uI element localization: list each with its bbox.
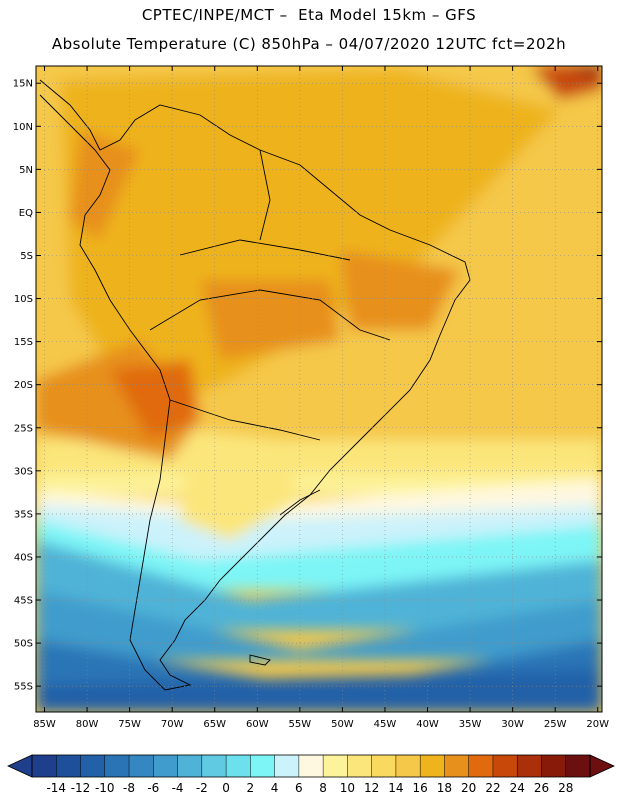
lon-tick-label: 35W <box>459 719 482 730</box>
lat-tick-label: 10N <box>13 122 33 133</box>
lon-tick-label: 45W <box>374 719 397 730</box>
colorbar-label: 16 <box>413 781 428 795</box>
colorbar: -14 -12 -10 -8 -6 -4 -2 0 2 4 6 8 10 12 14 16 18 20 22 24 26… <box>7 754 615 795</box>
colorbar-label: 22 <box>485 781 500 795</box>
chart-title-line1: CPTEC/INPE/MCT – Eta Model 15km – GFS <box>141 6 477 24</box>
colorbar-swatch <box>347 755 372 777</box>
lat-tick-label: 15N <box>13 79 33 90</box>
lat-tick-label: 25S <box>14 423 33 434</box>
colorbar-swatch <box>298 755 324 777</box>
colorbar-swatch <box>129 755 154 777</box>
lat-tick-label: 10S <box>14 294 33 305</box>
colorbar-label: 28 <box>558 781 573 795</box>
lon-tick-label: 75W <box>118 719 141 730</box>
colorbar-swatch <box>274 755 300 777</box>
colorbar-label: 2 <box>247 781 255 795</box>
colorbar-label: 18 <box>437 781 452 795</box>
colorbar-swatch <box>371 755 397 777</box>
colorbar-swatch <box>565 755 591 777</box>
lon-tick-label: 80W <box>76 719 99 730</box>
temperature-field <box>36 66 602 712</box>
lon-tick-label: 30W <box>501 719 524 730</box>
colorbar-swatch <box>492 755 518 777</box>
lat-tick-label: 30S <box>14 466 33 477</box>
lat-tick-label: EQ <box>19 208 33 219</box>
lon-tick-label: 20W <box>586 719 609 730</box>
lat-tick-label: 5S <box>20 251 33 262</box>
colorbar-label: 26 <box>534 781 549 795</box>
colorbar-swatch <box>201 755 227 777</box>
colorbar-label: 20 <box>461 781 476 795</box>
colorbar-swatch <box>250 755 275 777</box>
colorbar-label: 6 <box>295 781 303 795</box>
lat-tick-label: 40S <box>14 552 33 563</box>
colorbar-label: -4 <box>172 781 184 795</box>
lat-tick-label: 55S <box>14 682 33 693</box>
colorbar-label: -12 <box>71 781 91 795</box>
colorbar-label: 8 <box>319 781 327 795</box>
colorbar-label: -8 <box>123 781 135 795</box>
colorbar-swatch <box>153 755 178 777</box>
lat-tick-label: 15S <box>14 337 33 348</box>
colorbar-label: 14 <box>388 781 403 795</box>
colorbar-swatch <box>56 755 81 777</box>
colorbar-label: -14 <box>46 781 66 795</box>
colorbar-swatch <box>32 755 57 777</box>
colorbar-label: 24 <box>510 781 525 795</box>
lon-tick-label: 40W <box>416 719 439 730</box>
colorbar-label: 12 <box>364 781 379 795</box>
colorbar-swatch <box>420 755 445 777</box>
lon-tick-label: 55W <box>289 719 312 730</box>
chart-title-line2: Absolute Temperature (C) 850hPa – 04/07/… <box>51 35 567 53</box>
colorbar-label: -2 <box>196 781 208 795</box>
latitude-axis: 15N 10N 5N EQ 5S 10S 15S 20S 25S 30S 35S 40S 45S 50S 5… <box>13 79 602 693</box>
lon-tick-label: 70W <box>161 719 184 730</box>
colorbar-outline <box>31 754 591 778</box>
colorbar-label: -10 <box>95 781 115 795</box>
lat-tick-label: 35S <box>14 509 33 520</box>
colorbar-swatch <box>80 755 106 777</box>
lat-tick-label: 50S <box>14 639 33 650</box>
colorbar-swatch <box>104 755 130 777</box>
lat-tick-label: 45S <box>14 596 33 607</box>
lon-tick-label: 50W <box>331 719 354 730</box>
longitude-axis: 85W 80W 75W 70W 65W 60W 55W 50W 45W 40W 35W 30W 25W 2… <box>33 66 609 730</box>
colorbar-swatch <box>395 755 421 777</box>
map-frame <box>35 65 603 713</box>
colorbar-min-arrow <box>7 754 33 778</box>
colorbar-swatch <box>444 755 469 777</box>
colorbar-label: 0 <box>222 781 230 795</box>
colorbar-swatch <box>541 755 567 777</box>
colorbar-swatch <box>468 755 494 777</box>
lon-tick-label: 65W <box>203 719 226 730</box>
colorbar-max-arrow <box>589 754 615 778</box>
colorbar-swatch <box>177 755 203 777</box>
colorbar-swatch <box>226 755 251 777</box>
colorbar-swatch <box>323 755 348 777</box>
colorbar-label: -6 <box>147 781 159 795</box>
lon-tick-label: 60W <box>246 719 269 730</box>
lat-tick-label: 20S <box>14 380 33 391</box>
lat-tick-label: 5N <box>19 165 33 176</box>
colorbar-swatch <box>517 755 542 777</box>
colorbar-label: 4 <box>271 781 279 795</box>
colorbar-label: 10 <box>340 781 355 795</box>
lon-tick-label: 25W <box>544 719 567 730</box>
lon-tick-label: 85W <box>33 719 56 730</box>
